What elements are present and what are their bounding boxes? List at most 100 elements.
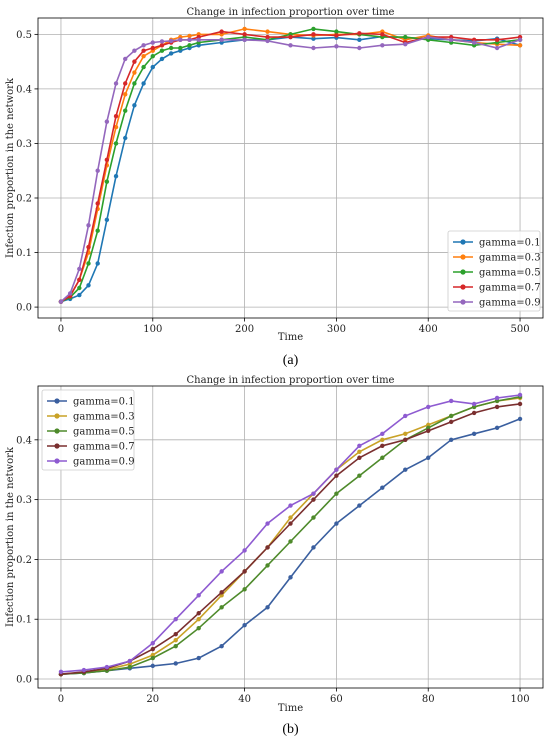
data-point	[242, 26, 247, 32]
legend: gamma=0.1 gamma=0.3 gamma=0.5 gamma=0.7 gamm…	[447, 230, 541, 312]
series-gamma=0.9	[58, 392, 523, 675]
data-point	[311, 32, 316, 37]
legend-item: gamma=0.3	[453, 253, 541, 264]
data-point	[357, 503, 362, 508]
data-point	[95, 261, 100, 266]
data-point	[403, 431, 408, 437]
data-point	[150, 655, 155, 661]
data-point	[113, 113, 119, 119]
legend-label: gamma=0.5	[73, 427, 135, 438]
data-point	[178, 37, 183, 43]
data-point	[219, 605, 224, 610]
data-point	[150, 64, 155, 70]
data-point	[403, 467, 408, 472]
data-point	[265, 605, 270, 610]
data-point	[81, 667, 87, 673]
data-point	[242, 623, 247, 628]
y-tick-label: 0.1	[16, 615, 32, 626]
y-tick-label: 0.1	[16, 248, 32, 259]
data-point	[494, 404, 500, 410]
x-tick-label: 100	[510, 694, 529, 705]
data-point	[77, 292, 82, 298]
legend-swatch-marker	[460, 254, 466, 260]
data-point	[448, 37, 454, 43]
data-point	[173, 617, 178, 622]
legend-label: gamma=0.7	[479, 283, 541, 294]
data-point	[426, 455, 431, 460]
data-point	[471, 401, 477, 407]
legend-item: gamma=0.5	[47, 427, 135, 438]
gridlines	[38, 386, 543, 688]
data-point	[380, 485, 385, 490]
data-point	[159, 43, 165, 48]
data-point	[265, 563, 270, 568]
data-point	[178, 45, 183, 51]
data-point	[403, 437, 408, 443]
x-tick-label: 100	[143, 324, 162, 335]
data-point	[288, 521, 293, 526]
legend-swatch-marker	[54, 458, 60, 464]
data-point	[196, 617, 201, 622]
data-point	[113, 173, 119, 179]
x-tick-label: 300	[327, 324, 346, 335]
data-point	[311, 545, 316, 550]
data-point	[86, 283, 91, 288]
data-point	[123, 92, 128, 97]
data-point	[448, 419, 454, 425]
legend-swatch-marker	[460, 239, 466, 245]
data-point	[311, 491, 316, 496]
x-tick-label: 500	[510, 324, 529, 335]
data-point	[265, 545, 270, 550]
legend-item: gamma=0.7	[47, 442, 135, 453]
legend-item: gamma=0.7	[453, 283, 541, 294]
data-point	[311, 36, 316, 41]
data-point	[127, 664, 133, 670]
data-point	[113, 124, 119, 130]
data-point	[173, 643, 178, 649]
data-point	[150, 45, 155, 51]
data-point	[95, 201, 100, 206]
x-tick-label: 200	[235, 324, 254, 335]
data-point	[403, 41, 408, 47]
data-point	[219, 569, 224, 574]
data-point	[494, 395, 500, 401]
chart-b: 0 20 40 60 80 100 0.0 0.1 0.2 0.3 0.4 Change in inf…	[5, 375, 544, 737]
legend-item: gamma=0.1	[47, 397, 135, 408]
data-point	[141, 43, 146, 48]
data-point	[123, 81, 128, 86]
data-point	[517, 37, 523, 43]
x-tick-label: 40	[238, 694, 251, 705]
data-point	[219, 643, 224, 649]
legend-item: gamma=0.9	[453, 298, 541, 309]
y-tick-label: 0.3	[16, 139, 32, 150]
legend-swatch-marker	[54, 413, 60, 419]
legend-label: gamma=0.9	[479, 298, 541, 309]
data-point	[380, 32, 385, 37]
data-point	[77, 277, 82, 283]
y-tick-label: 0.0	[16, 675, 32, 686]
data-point	[517, 392, 523, 398]
data-point	[265, 34, 270, 40]
data-point	[141, 53, 146, 59]
panel-label: (a)	[283, 353, 299, 368]
data-point	[357, 449, 362, 454]
data-point	[159, 48, 165, 53]
data-point	[311, 26, 316, 32]
data-point	[334, 521, 339, 526]
data-point	[448, 437, 454, 443]
data-point	[334, 29, 339, 34]
data-point	[159, 39, 165, 44]
data-point	[242, 37, 247, 43]
data-point	[173, 631, 178, 637]
series-gamma=0.5	[58, 394, 523, 677]
data-point	[168, 38, 174, 44]
data-point	[168, 51, 174, 56]
data-point	[123, 135, 128, 141]
series-line	[60, 28, 521, 303]
legend-label: gamma=0.1	[479, 238, 541, 249]
data-point	[104, 217, 110, 223]
data-point	[77, 285, 82, 291]
data-point	[448, 413, 454, 419]
data-point	[288, 503, 293, 508]
data-point	[196, 37, 201, 43]
